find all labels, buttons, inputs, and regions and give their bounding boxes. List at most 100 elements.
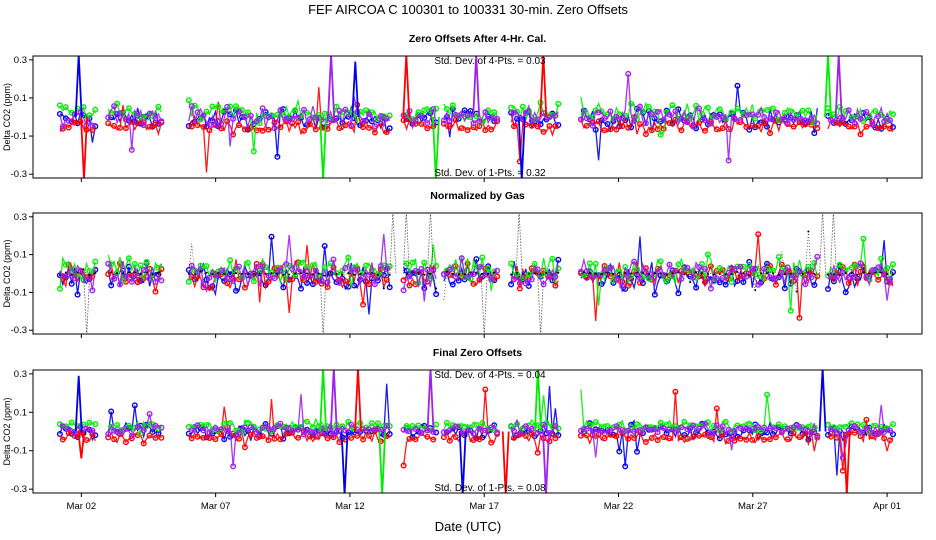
data-point xyxy=(253,260,260,267)
data-point xyxy=(543,420,550,427)
data-point xyxy=(546,114,553,121)
data-point xyxy=(713,126,720,133)
data-point xyxy=(311,273,314,276)
excursion-line xyxy=(351,61,360,118)
data-point xyxy=(259,105,266,112)
data-point xyxy=(241,272,243,275)
data-point xyxy=(218,120,225,127)
data-point xyxy=(270,272,273,275)
data-point xyxy=(557,271,560,274)
data-point xyxy=(271,125,278,132)
data-point xyxy=(235,272,237,275)
data-point xyxy=(455,115,462,122)
data-point xyxy=(857,115,864,122)
data-point xyxy=(59,273,66,280)
series-line-series2 xyxy=(59,120,96,132)
data-point xyxy=(452,111,459,118)
data-point xyxy=(796,423,803,430)
data-point xyxy=(212,272,219,279)
data-point xyxy=(295,434,302,441)
data-point xyxy=(736,271,739,273)
data-point xyxy=(139,273,142,276)
data-point xyxy=(631,258,638,265)
data-point xyxy=(511,276,518,283)
data-point xyxy=(280,284,287,291)
data-point xyxy=(146,432,153,439)
data-point xyxy=(406,428,413,435)
data-point xyxy=(140,267,147,274)
series-line-series4 xyxy=(107,413,162,438)
data-point xyxy=(283,261,290,268)
series-series3 xyxy=(56,96,897,155)
series-line-series2 xyxy=(580,114,818,136)
data-point xyxy=(68,280,75,287)
data-point xyxy=(790,116,797,123)
data-point xyxy=(265,114,272,121)
data-point xyxy=(452,434,459,441)
data-point xyxy=(301,273,308,280)
data-point xyxy=(206,121,213,128)
data-point xyxy=(345,254,352,261)
data-point xyxy=(271,435,278,442)
data-point xyxy=(292,423,299,430)
excursion-line xyxy=(542,431,550,493)
data-point xyxy=(772,275,779,282)
data-point xyxy=(783,273,786,276)
data-point xyxy=(604,423,611,430)
data-point xyxy=(318,277,325,284)
data-point xyxy=(193,273,196,276)
data-point xyxy=(230,115,237,122)
data-point xyxy=(848,114,855,121)
data-point xyxy=(336,279,343,286)
series-series4 xyxy=(59,394,894,470)
x-axis-label: Date (UTC) xyxy=(435,519,501,534)
data-point xyxy=(653,272,656,275)
data-point xyxy=(224,275,231,282)
data-point xyxy=(283,115,290,122)
data-point xyxy=(784,120,791,127)
data-point xyxy=(342,427,349,434)
data-point xyxy=(221,420,228,427)
data-point xyxy=(866,113,873,120)
data-point xyxy=(116,124,123,131)
data-point xyxy=(304,280,311,287)
data-point xyxy=(851,120,858,127)
data-point xyxy=(678,424,685,431)
data-point xyxy=(606,271,609,274)
data-point xyxy=(839,115,846,122)
data-point xyxy=(511,434,518,441)
series-normalized xyxy=(58,230,894,301)
data-point xyxy=(409,259,416,266)
data-point xyxy=(203,263,210,270)
data-point xyxy=(663,421,670,428)
panel-norm: Normalized by Gas -0.3 -0.1 0.1 0.3 Delta CO2… xyxy=(2,190,923,338)
data-point xyxy=(805,107,812,114)
data-point xyxy=(707,285,714,292)
data-point xyxy=(522,423,529,430)
data-point xyxy=(598,108,605,115)
data-point xyxy=(451,273,454,276)
data-point xyxy=(814,253,821,260)
data-point xyxy=(583,115,590,122)
data-point xyxy=(137,262,144,269)
excursion-line xyxy=(329,370,338,432)
data-point xyxy=(366,110,373,117)
data-point xyxy=(716,279,723,286)
data-point xyxy=(224,118,231,125)
excursion-line xyxy=(819,213,826,274)
data-point xyxy=(725,437,732,444)
data-point xyxy=(552,423,559,430)
data-point xyxy=(423,273,426,276)
data-point xyxy=(796,268,803,275)
data-point xyxy=(318,124,325,131)
data-point xyxy=(838,274,841,277)
data-point xyxy=(155,103,162,110)
data-point xyxy=(683,273,686,276)
data-point xyxy=(140,440,147,447)
data-point xyxy=(295,114,302,121)
data-point xyxy=(660,425,667,432)
data-point xyxy=(232,265,239,272)
data-point xyxy=(494,273,501,280)
series-line-series2 xyxy=(580,391,818,452)
data-point xyxy=(534,116,541,123)
